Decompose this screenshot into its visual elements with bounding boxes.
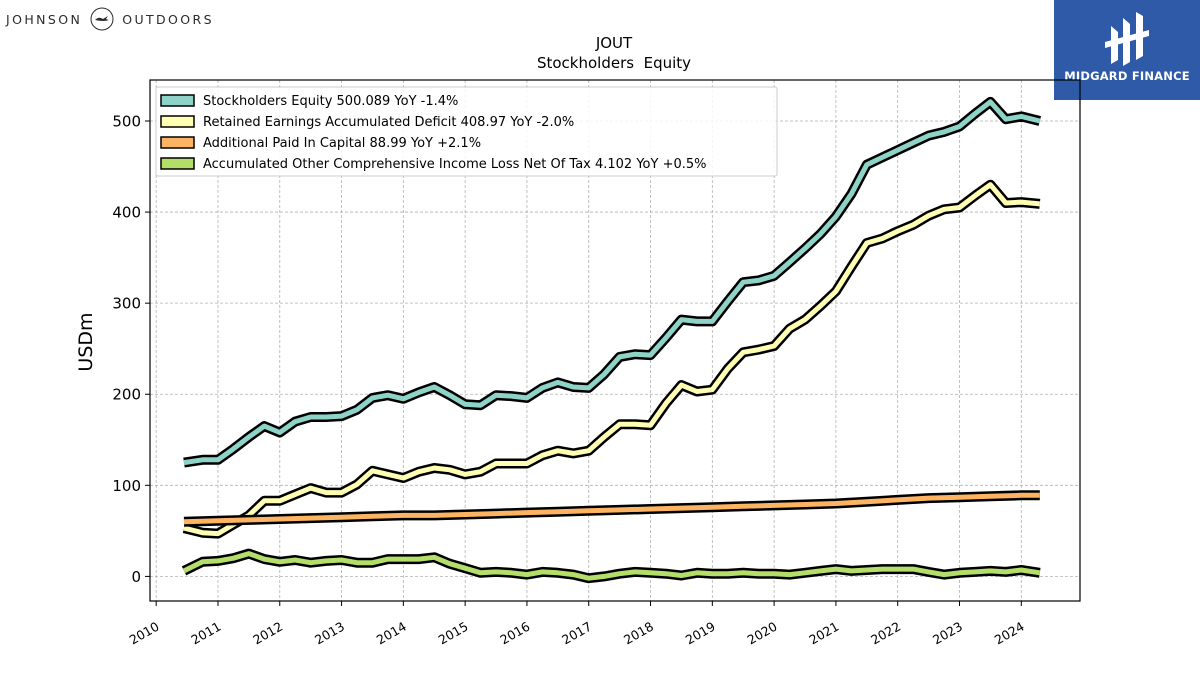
- series-3: [183, 490, 1040, 527]
- legend-entry: Additional Paid In Capital 88.99 YoY +2.…: [203, 136, 481, 151]
- legend-swatch: [160, 136, 195, 149]
- x-tick-label: 2024: [992, 619, 1027, 648]
- legend-swatch: [160, 115, 195, 128]
- chart-title: JOUT: [595, 34, 633, 52]
- plot-area-frame: [149, 79, 1081, 602]
- x-tick-label: 2014: [374, 619, 409, 648]
- chart-subtitle: Stockholders Equity: [537, 54, 691, 72]
- series-line: [183, 182, 1041, 537]
- series-line: [183, 99, 1041, 466]
- x-tick-label: 2016: [497, 619, 532, 648]
- x-tick-label: 2023: [930, 619, 965, 648]
- y-tick-label: 200: [112, 386, 141, 404]
- x-tick-label: 2019: [683, 619, 718, 648]
- x-tick-label: 2010: [127, 619, 162, 648]
- company-logo: JOHNSON OUTDOORS: [6, 6, 214, 32]
- y-tick-label: 500: [112, 112, 141, 130]
- series-4: [181, 548, 1041, 584]
- brand-name-right: OUTDOORS: [122, 11, 214, 27]
- x-tick-label: 2013: [312, 619, 347, 648]
- midgard-finance-badge: MIDGARD FINANCE: [1054, 0, 1200, 100]
- legend-swatch: [160, 157, 195, 170]
- x-tick-label: 2011: [188, 619, 223, 648]
- x-tick-label: 2022: [868, 619, 903, 648]
- y-axis-label: USDm: [75, 312, 97, 371]
- series-line: [182, 551, 1041, 581]
- midgard-logo-icon: [1105, 12, 1149, 66]
- y-tick-label: 300: [112, 295, 141, 313]
- series-1: [183, 96, 1042, 468]
- y-tick-label: 100: [112, 477, 141, 495]
- x-tick-label: 2017: [559, 619, 594, 648]
- legend-swatch: [160, 94, 195, 107]
- series-2: [182, 179, 1041, 539]
- loon-bird-icon: [90, 7, 114, 31]
- x-tick-label: 2018: [621, 619, 656, 648]
- x-tick-label: 2015: [436, 619, 471, 648]
- legend-box: [155, 86, 778, 177]
- brand-name-left: JOHNSON: [6, 11, 83, 27]
- legend: Stockholders Equity 500.089 YoY -1.4% Ret…: [155, 86, 778, 177]
- legend-entry: Accumulated Other Comprehensive Income L…: [203, 157, 707, 172]
- x-tick-label: 2012: [250, 619, 285, 648]
- legend-entry: Retained Earnings Accumulated Deficit 40…: [203, 115, 574, 130]
- y-tick-label: 0: [131, 568, 141, 586]
- x-tick-label: 2020: [745, 619, 780, 648]
- y-tick-label: 400: [112, 204, 141, 222]
- series-line: [183, 492, 1040, 525]
- x-tick-label: 2021: [806, 619, 841, 648]
- badge-name: MIDGARD FINANCE: [1064, 69, 1190, 83]
- series-lines: [181, 96, 1042, 584]
- legend-entry: Stockholders Equity 500.089 YoY -1.4%: [203, 94, 458, 109]
